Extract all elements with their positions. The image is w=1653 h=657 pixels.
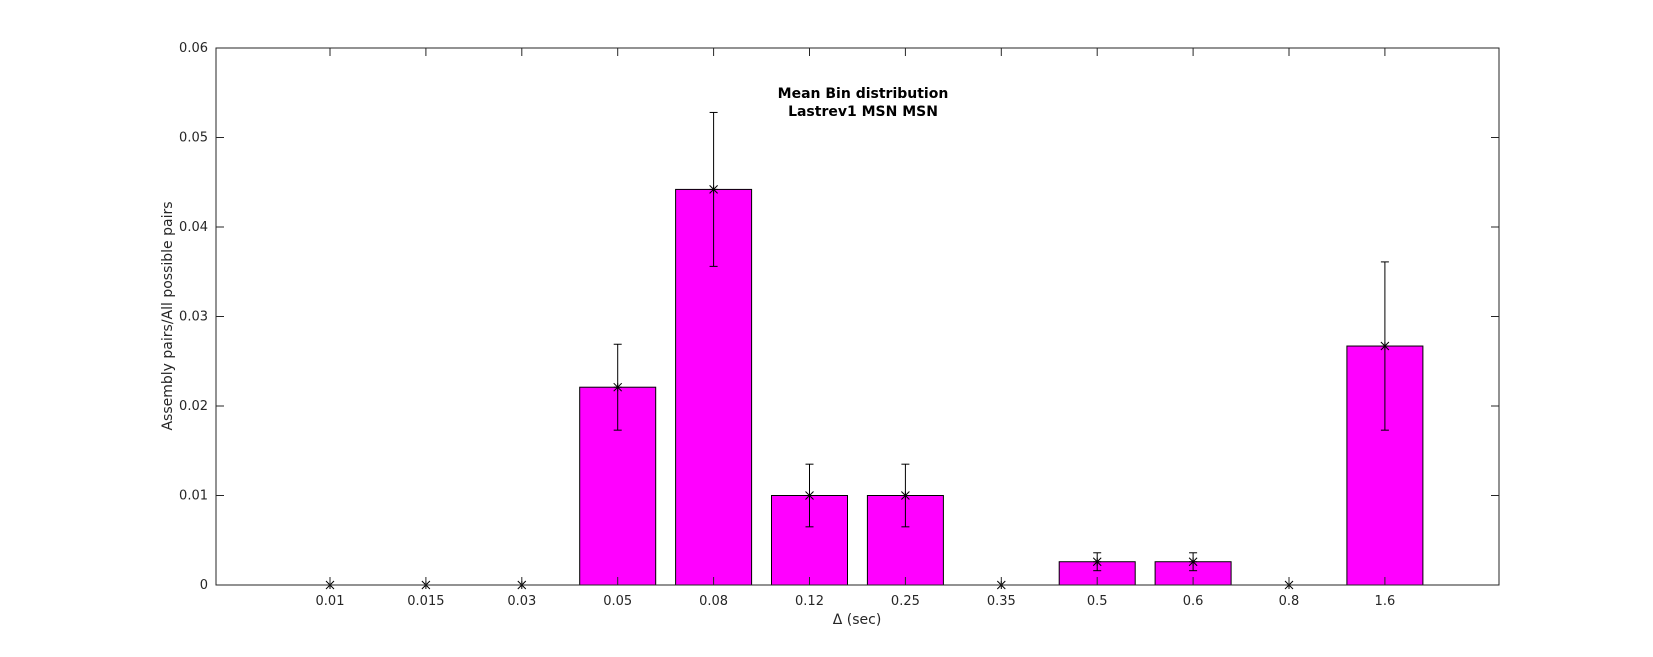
mean-marker — [805, 491, 814, 500]
chart-title-line-1: Mean Bin distribution — [778, 86, 949, 102]
mean-marker — [1092, 557, 1102, 567]
x-tick-label: 1.6 — [1375, 594, 1396, 609]
mean-marker — [709, 185, 718, 194]
x-tick-label: 0.05 — [603, 594, 632, 609]
y-tick-label: 0.05 — [179, 131, 208, 146]
y-ticks-group: 0 0.01 0.02 0.03 0.04 0.05 0.06 — [179, 41, 1499, 593]
x-tick-label: 0.03 — [507, 594, 536, 609]
y-tick-label: 0.02 — [179, 399, 208, 414]
mean-marker — [901, 491, 910, 500]
x-tick-label: 0.08 — [699, 594, 728, 609]
x-tick-label: 0.8 — [1279, 594, 1300, 609]
x-tick-label: 0.015 — [407, 594, 444, 609]
x-tick-label: 0.6 — [1183, 594, 1204, 609]
y-tick-label: 0.01 — [179, 489, 208, 504]
mean-marker — [1188, 557, 1198, 567]
mean-marker — [1380, 341, 1390, 351]
x-axis-label: Δ (sec) — [833, 612, 882, 628]
x-tick-label: 0.01 — [316, 594, 345, 609]
x-tick-label: 0.35 — [987, 594, 1016, 609]
y-tick-label: 0.06 — [179, 41, 208, 56]
y-axis-label: Assembly pairs/All possible pairs — [160, 201, 176, 430]
mean-marker — [613, 382, 623, 392]
x-tick-label: 0.5 — [1087, 594, 1108, 609]
x-tick-label: 0.12 — [795, 594, 824, 609]
chart-title-line-2: Lastrev1 MSN MSN — [788, 104, 938, 120]
y-tick-label: 0 — [200, 578, 208, 593]
x-tick-label: 0.25 — [891, 594, 920, 609]
y-tick-label: 0.04 — [179, 220, 208, 235]
y-tick-label: 0.03 — [179, 310, 208, 325]
x-ticks-group: 0.01 0.015 0.03 0.05 0.08 0.12 0.25 0.35 0.5 0.6 0… — [316, 48, 1396, 609]
plot-background — [216, 48, 1499, 585]
